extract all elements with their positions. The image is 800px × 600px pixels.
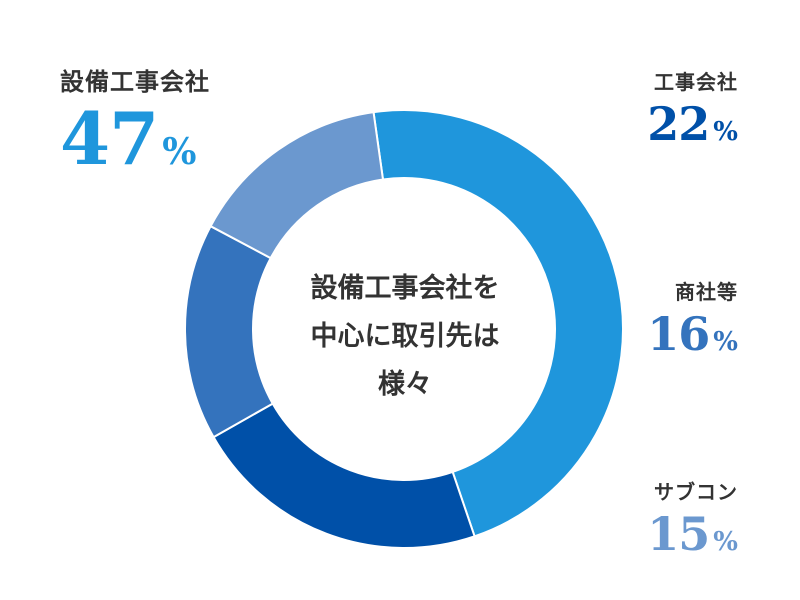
slice-value-trading-companies: 16% (647, 307, 738, 361)
label-trading-companies: 商社等 16% (647, 276, 738, 357)
slice-name-trading-companies: 商社等 (675, 280, 738, 304)
slice-name-subcontractors: サブコン (654, 480, 738, 504)
slice-value-equipment-contractors: 47% (60, 96, 197, 181)
donut-center-text: 設備工事会社を 中心に取引先は 様々 (260, 265, 550, 409)
slice-value-subcontractors: 15% (647, 507, 738, 561)
slice-name-equipment-contractors: 設備工事会社 (60, 68, 210, 96)
slice-value-construction-companies: 22% (647, 97, 738, 151)
slice-equipment-contractors (372, 109, 624, 538)
slice-name-construction-companies: 工事会社 (654, 70, 738, 94)
label-subcontractors: サブコン 15% (647, 476, 738, 557)
label-equipment-contractors: 設備工事会社 47% (60, 62, 210, 175)
center-line-3: 様々 (378, 369, 432, 400)
slice-construction-companies (212, 402, 476, 549)
center-line-1: 設備工事会社を (310, 273, 500, 304)
center-line-2: 中心に取引先は (310, 321, 500, 352)
slice-subcontractors (209, 111, 385, 260)
label-construction-companies: 工事会社 22% (647, 66, 738, 147)
